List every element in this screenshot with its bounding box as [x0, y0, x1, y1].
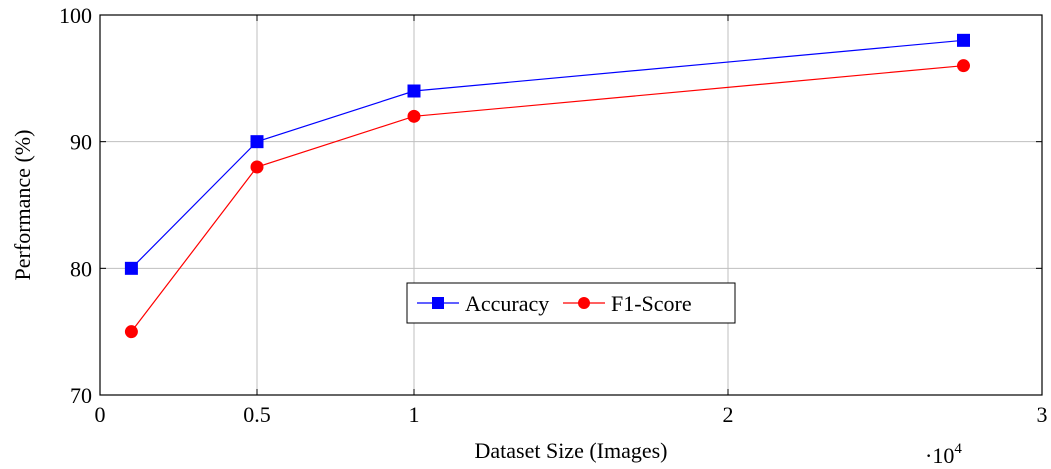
data-point-f1-score: [250, 160, 264, 174]
series-layer: [124, 33, 970, 339]
data-point-accuracy: [124, 261, 138, 275]
y-axis-label: Performance (%): [10, 130, 35, 281]
y-axis-ticks: 70 80 90 100: [59, 3, 1042, 408]
legend-label-accuracy: Accuracy: [465, 291, 549, 316]
plot-frame: [99, 14, 1043, 396]
data-point-accuracy: [250, 135, 264, 149]
x-tick-label: 2: [723, 402, 734, 427]
x-axis-ticks: 0 0.5 1 2 3: [95, 15, 1048, 427]
legend-label-f1-score: F1-Score: [611, 291, 692, 316]
legend-marker-f1-score: [578, 297, 590, 309]
x-axis-multiplier: ·104: [925, 441, 962, 468]
series-line-f1-score: [130, 65, 964, 333]
data-point-f1-score: [957, 59, 970, 73]
x-axis-label: Dataset Size (Images): [474, 438, 667, 463]
data-point-accuracy: [957, 33, 970, 47]
x-axis-multiplier-base: ·10: [925, 443, 954, 468]
y-tick-label: 70: [70, 383, 92, 408]
x-tick-label: 1: [409, 402, 420, 427]
series-accuracy: [124, 33, 970, 275]
legend-marker-accuracy: [432, 297, 444, 309]
series-line-accuracy: [130, 39, 964, 269]
data-point-f1-score: [407, 109, 421, 123]
y-tick-label: 90: [70, 130, 92, 155]
data-point-f1-score: [124, 325, 138, 339]
data-point-accuracy: [407, 84, 421, 98]
legend: Accuracy F1-Score: [406, 282, 736, 324]
x-tick-label: 3: [1037, 402, 1048, 427]
x-tick-label: 0: [95, 402, 106, 427]
x-axis-multiplier-exponent: 4: [954, 441, 962, 457]
series-f1-score: [124, 59, 970, 339]
y-tick-label: 100: [59, 3, 92, 28]
y-tick-label: 80: [70, 256, 92, 281]
x-tick-label: 0.5: [243, 402, 271, 427]
